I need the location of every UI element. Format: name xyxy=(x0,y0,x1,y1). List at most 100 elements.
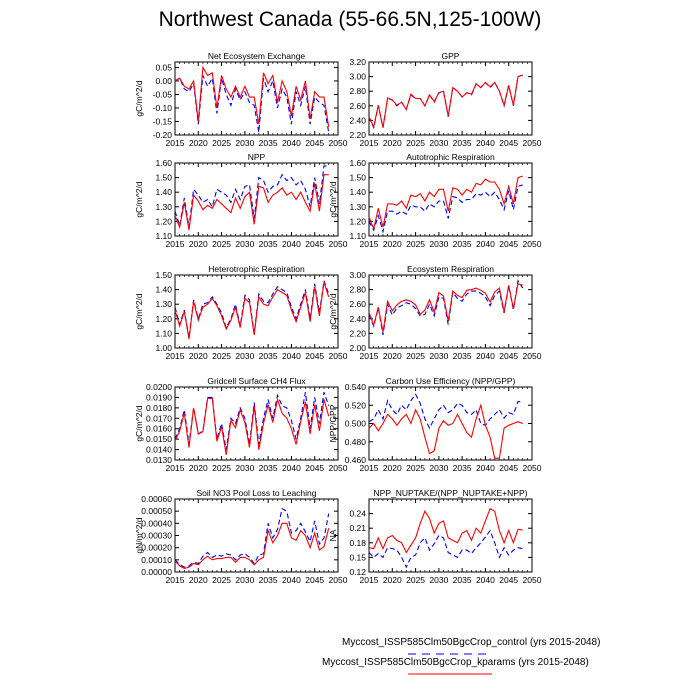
panel-5-xtick-label: 2045 xyxy=(305,351,324,361)
panel-4-ytick-label: 1.20 xyxy=(349,216,366,226)
panel-9-xtick-label: 2040 xyxy=(282,575,301,585)
panel-8-xtick-label: 2030 xyxy=(429,463,448,473)
panel-2-xtick-label: 2040 xyxy=(476,138,495,148)
panel-1-ytick-label: -0.05 xyxy=(153,89,173,99)
panel-5-xtick-label: 2030 xyxy=(235,351,254,361)
panel-8-xtick-label: 2040 xyxy=(476,463,495,473)
panel-1-xtick-label: 2030 xyxy=(235,138,254,148)
panel-4-ytick-label: 1.40 xyxy=(349,187,366,197)
chart-main-title: Northwest Canada (55-66.5N,125-100W) xyxy=(158,8,542,31)
panel-3-xtick-label: 2030 xyxy=(235,239,254,249)
panel-7-xtick-label: 2035 xyxy=(259,463,278,473)
panel-5-ytick-label: 1.30 xyxy=(155,299,172,309)
panel-3-ylabel: gC/m^2/d xyxy=(134,181,144,217)
panel-7-ytick-label: 0.0130 xyxy=(146,455,172,465)
panel-10-xtick-label: 2035 xyxy=(453,575,472,585)
panel-6-xtick-label: 2045 xyxy=(499,351,518,361)
panel-8-xtick-label: 2015 xyxy=(360,463,379,473)
panel-1-xtick-label: 2045 xyxy=(305,138,324,148)
panel-2-ytick-label: 2.40 xyxy=(349,115,366,125)
panel-10-frame xyxy=(368,498,533,573)
panel-1-ylabel: gC/m^2/d xyxy=(134,80,144,116)
panel-3-ytick-label: 1.20 xyxy=(155,216,172,226)
panel-4-xtick-label: 2050 xyxy=(523,239,542,249)
panel-3-xtick-label: 2050 xyxy=(329,239,348,249)
panel-1-ytick-label: -0.10 xyxy=(153,103,173,113)
panel-6-title: Ecosystem Respiration xyxy=(407,264,494,274)
panel-2-series-kparams xyxy=(368,74,523,129)
panel-5-series-control xyxy=(174,280,330,338)
panel-2-ytick-label: 3.00 xyxy=(349,72,366,82)
panel-1-xtick-label: 2020 xyxy=(189,138,208,148)
panel-1-xtick-label: 2025 xyxy=(212,138,231,148)
panel-7-xtick-label: 2030 xyxy=(235,463,254,473)
panel-10-ytick-label: 0.21 xyxy=(349,523,366,533)
panel-6-ytick-label: 2.80 xyxy=(349,285,366,295)
panel-9-ylabel: gN/m^2/d xyxy=(134,517,144,553)
panel-8-series-kparams xyxy=(368,403,523,459)
panel-7-xtick-label: 2020 xyxy=(189,463,208,473)
panel-1-title: Net Ecosystem Exchange xyxy=(208,51,306,61)
panel-10-xtick-label: 2050 xyxy=(523,575,542,585)
panel-3-xtick-label: 2020 xyxy=(189,239,208,249)
panel-1-ytick-label: -0.20 xyxy=(153,130,173,140)
panel-9: Soil NO3 Pool Loss to Leaching gN/m^2/d 20… xyxy=(134,488,348,585)
panel-6: Ecosystem Respiration gC/m^2/d 2015 2020 202… xyxy=(328,264,542,361)
panel-2-xtick-label: 2050 xyxy=(523,138,542,148)
panel-7-xtick-label: 2015 xyxy=(166,463,185,473)
panel-9-ytick-label: 0.00020 xyxy=(141,543,172,553)
panel-7-ytick-label: 0.0190 xyxy=(146,392,172,402)
panel-9-ytick-label: 0.00010 xyxy=(141,555,172,565)
panel-3-xtick-label: 2045 xyxy=(305,239,324,249)
panel-7-ylabel: gC/m^2/d xyxy=(134,405,144,441)
panel-5-ytick-label: 1.50 xyxy=(155,270,172,280)
panel-9-xtick-label: 2050 xyxy=(329,575,348,585)
panel-10-xtick-label: 2030 xyxy=(429,575,448,585)
panel-9-xtick-label: 2025 xyxy=(212,575,231,585)
legend-line-kparams xyxy=(408,673,492,675)
panel-4-ytick-label: 1.60 xyxy=(349,158,366,168)
panel-8-xtick-label: 2050 xyxy=(523,463,542,473)
panel-10-series-kparams xyxy=(368,507,523,554)
panel-5-ytick-label: 1.20 xyxy=(155,314,172,324)
panel-5-xtick-label: 2015 xyxy=(166,351,185,361)
panel-6-xtick-label: 2040 xyxy=(476,351,495,361)
panel-6-series-control xyxy=(368,279,524,335)
panel-6-ytick-label: 2.20 xyxy=(349,328,366,338)
panel-7-ytick-label: 0.0150 xyxy=(146,434,172,444)
panel-2-xtick-label: 2020 xyxy=(383,138,402,148)
panel-5-xtick-label: 2035 xyxy=(259,351,278,361)
panel-10: NPP_NUPTAKE/(NPP_NUPTAKE+NPP) NA 2015 2020 2… xyxy=(328,488,542,585)
panel-6-xtick-label: 2025 xyxy=(406,351,425,361)
panel-10-title: NPP_NUPTAKE/(NPP_NUPTAKE+NPP) xyxy=(374,488,528,498)
panel-2-xtick-label: 2035 xyxy=(453,138,472,148)
panel-9-ytick-label: 0.00050 xyxy=(141,506,172,516)
panel-4-xtick-label: 2035 xyxy=(453,239,472,249)
panel-8-ytick-label: 0.500 xyxy=(345,419,367,429)
panel-1-ytick-label: 0.00 xyxy=(155,76,172,86)
panel-10-series-control xyxy=(368,529,523,569)
panel-4-xtick-label: 2015 xyxy=(360,239,379,249)
panel-1-ytick-label: -0.15 xyxy=(153,116,173,126)
panel-9-xtick-label: 2030 xyxy=(235,575,254,585)
panel-3-ytick-label: 1.10 xyxy=(155,231,172,241)
panel-4-title: Autotrophic Respiration xyxy=(406,152,495,162)
panel-3-series-kparams xyxy=(174,174,329,231)
panel-8-ytick-label: 0.460 xyxy=(345,455,367,465)
panel-5-xtick-label: 2020 xyxy=(189,351,208,361)
panel-9-xtick-label: 2020 xyxy=(189,575,208,585)
panel-6-series-kparams xyxy=(368,283,523,333)
panel-2-frame xyxy=(368,61,533,136)
panel-1-xtick-label: 2015 xyxy=(166,138,185,148)
panel-5-ylabel: gC/m^2/d xyxy=(134,293,144,329)
panel-10-xtick-label: 2015 xyxy=(360,575,379,585)
panel-3-xtick-label: 2015 xyxy=(166,239,185,249)
panel-2-xtick-label: 2045 xyxy=(499,138,518,148)
panel-3-xtick-label: 2025 xyxy=(212,239,231,249)
panel-6-ylabel: gC/m^2/d xyxy=(328,293,338,329)
panel-1: Net Ecosystem Exchange gC/m^2/d 2015 2020 20… xyxy=(134,51,348,148)
panel-7-title: Gridcell Surface CH4 Flux xyxy=(207,376,306,386)
panel-9-xtick-label: 2015 xyxy=(166,575,185,585)
panel-5-ytick-label: 1.40 xyxy=(155,285,172,295)
